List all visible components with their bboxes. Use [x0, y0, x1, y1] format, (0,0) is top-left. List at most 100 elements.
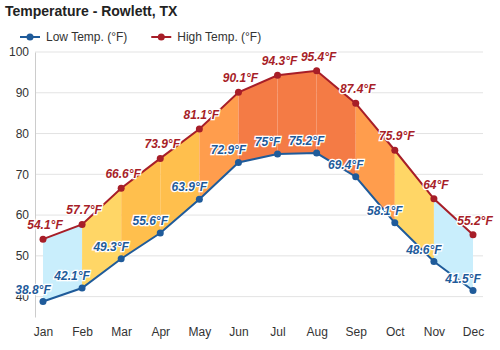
x-tick-label: Aug [306, 325, 327, 339]
marker [430, 258, 437, 265]
marker [40, 298, 47, 305]
data-label: 66.6°F [105, 167, 141, 181]
data-label: 94.3°F [262, 54, 298, 68]
x-tick: Jul [270, 317, 285, 339]
x-tick-label: May [189, 325, 212, 339]
grid-line [35, 174, 483, 175]
x-tick: Apr [151, 317, 170, 339]
data-label: 54.1°F [27, 218, 63, 232]
x-tick: Oct [386, 317, 405, 339]
data-label: 41.5°F [444, 272, 481, 286]
data-label: 81.1°F [184, 108, 220, 122]
chart: 405060708090100JanFebMarAprMayJunJulAugS… [0, 0, 500, 350]
x-tick-label: Sep [346, 325, 368, 339]
series-line [43, 153, 473, 301]
marker [274, 150, 281, 157]
marker [470, 287, 477, 294]
marker [79, 221, 86, 228]
y-tick: 50 [16, 249, 35, 263]
x-axis: Jan Feb Mar Apr May Jun Jul Aug Sep Oct Nov Dec [34, 317, 484, 339]
y-tick-label: 70 [16, 168, 30, 182]
data-label: 87.4°F [340, 82, 376, 96]
legend-item: High Temp. (°F) [151, 30, 261, 44]
x-tick: Sep [346, 317, 368, 339]
data-label: 75°F [255, 135, 281, 149]
data-labels: 38.8°F42.1°F 49.3°F 55.6°F 63.9°F 72.9°F 75°F… [15, 50, 493, 297]
x-tick: May [189, 317, 212, 339]
marker [235, 159, 242, 166]
data-label: 48.6°F [405, 243, 442, 257]
data-label: 72.9°F [211, 143, 247, 157]
legend-marker [27, 34, 34, 41]
x-tick-label: Mar [111, 325, 132, 339]
y-tick: 80 [16, 127, 35, 141]
grid [35, 52, 483, 297]
marker [235, 89, 242, 96]
legend-item: Low Temp. (°F) [20, 30, 127, 44]
data-label: 42.1°F [53, 269, 90, 283]
x-tick-label: Jan [34, 325, 53, 339]
plot-area [40, 67, 477, 305]
y-tick-label: 50 [16, 249, 30, 263]
grid-line [35, 296, 483, 297]
title: Temperature - Rowlett, TX [5, 3, 178, 19]
y-axis-line [35, 53, 36, 318]
marker [157, 155, 164, 162]
marker [157, 230, 164, 237]
marker [313, 150, 320, 157]
data-label: 95.4°F [301, 50, 337, 64]
marker [118, 255, 125, 262]
marker [391, 147, 398, 154]
marker [79, 285, 86, 292]
legend-label: Low Temp. (°F) [46, 30, 127, 44]
grid-line [35, 52, 483, 53]
y-tick: 100 [9, 45, 35, 59]
x-tick-label: Jul [270, 325, 285, 339]
data-label: 38.8°F [15, 283, 51, 297]
y-tick-label: 100 [9, 45, 29, 59]
y-tick: 90 [16, 86, 35, 100]
x-tick: Nov [424, 317, 445, 339]
legend: Low Temp. (°F) High Temp. (°F) [20, 30, 261, 44]
y-tick-label: 90 [16, 86, 30, 100]
x-tick: Dec [463, 317, 484, 339]
y-tick: 70 [16, 168, 35, 182]
x-tick-label: Feb [72, 325, 93, 339]
x-tick: Mar [111, 317, 132, 339]
data-label: 49.3°F [92, 240, 129, 254]
data-label: 75.9°F [379, 129, 415, 143]
series-line [43, 71, 473, 239]
marker [196, 126, 203, 133]
data-label: 55.2°F [457, 214, 493, 228]
x-tick: Jun [229, 317, 248, 339]
marker [352, 100, 359, 107]
data-label: 55.6°F [133, 214, 169, 228]
data-label: 57.7°F [66, 203, 102, 217]
marker [391, 219, 398, 226]
x-tick-label: Nov [424, 325, 445, 339]
y-tick-label: 80 [16, 127, 30, 141]
x-tick-label: Jun [229, 325, 248, 339]
x-tick-label: Dec [463, 325, 484, 339]
legend-label: High Temp. (°F) [177, 30, 261, 44]
data-label: 64°F [423, 178, 449, 192]
marker [118, 185, 125, 192]
data-label: 69.4°F [328, 158, 364, 172]
x-tick-label: Apr [151, 325, 170, 339]
x-tick: Aug [306, 317, 327, 339]
marker [313, 67, 320, 74]
data-label: 58.1°F [367, 204, 403, 218]
x-tick: Jan [34, 317, 53, 339]
data-label: 90.1°F [223, 71, 259, 85]
legend-marker [158, 34, 165, 41]
marker [40, 236, 47, 243]
data-label: 75.2°F [289, 134, 325, 148]
marker [352, 173, 359, 180]
marker [430, 195, 437, 202]
marker [196, 196, 203, 203]
x-tick: Feb [72, 317, 93, 339]
data-label: 63.9°F [172, 180, 208, 194]
y-axis: 405060708090100 [9, 45, 36, 317]
data-label: 73.9°F [145, 137, 181, 151]
marker [274, 72, 281, 79]
